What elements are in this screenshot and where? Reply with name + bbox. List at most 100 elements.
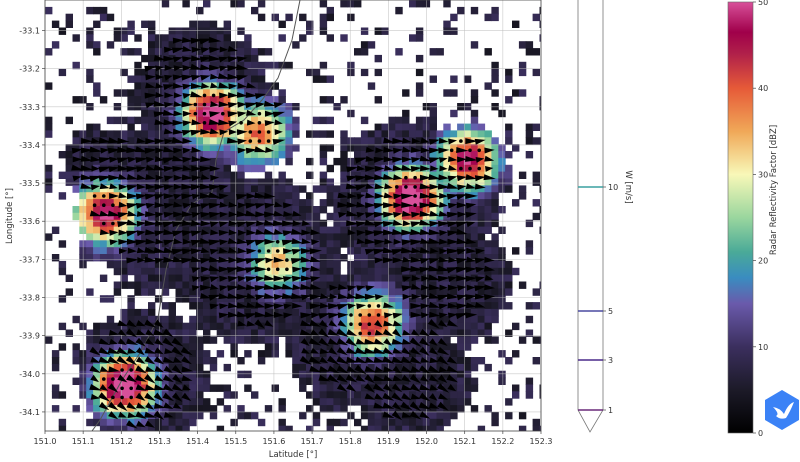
reflectivity-cell [306,425,314,431]
wind-vector [392,320,402,327]
reflectivity-cell [367,151,376,159]
reflectivity-cell [196,343,204,351]
reflectivity-cell [257,247,266,255]
reflectivity-cell [285,322,293,331]
wind-vector [447,221,459,228]
reflectivity-cell [216,384,225,392]
reflectivity-cell [113,27,122,35]
wind-vector [219,92,229,99]
reflectivity-cell [374,233,382,241]
x-tick-label: 151.7 [301,437,324,446]
reflectivity-cell [113,254,122,262]
reflectivity-cell [388,226,396,234]
reflectivity-cell [381,233,389,241]
wind-vector [236,266,249,273]
reflectivity-cell [257,157,266,166]
reflectivity-cell [395,6,403,15]
y-tick-label: -34.1 [19,408,40,417]
wind-vector [190,239,202,246]
wind-vector [217,73,230,79]
reflectivity-cell [429,123,437,131]
reflectivity-cell [230,192,238,200]
wind-vector [236,92,248,98]
reflectivity-cell [333,315,341,324]
wind-vector [310,229,321,236]
reflectivity-cell [374,254,382,262]
reflectivity-cell [285,178,293,186]
reflectivity-cell [244,144,252,152]
wind-vector [437,374,448,383]
reflectivity-cell [491,68,499,77]
wind-vector [245,221,257,228]
reflectivity-cell [374,411,382,420]
reflectivity-cell [326,398,334,406]
wind-vector [228,129,237,135]
reflectivity-cell [223,178,231,186]
reflectivity-cell [450,308,458,317]
reflectivity-cell [470,315,479,324]
reflectivity-cell [374,96,382,104]
reflectivity-cell [168,322,176,331]
reflectivity-cell [106,41,115,49]
reflectivity-cell [367,363,376,372]
reflectivity-cell [237,315,245,324]
reflectivity-cell [271,336,279,344]
reflectivity-cell [326,75,334,83]
wind-vector-calm [202,102,207,107]
reflectivity-cell [86,233,94,241]
reflectivity-cell [134,308,142,317]
wind-vector [439,248,448,255]
wind-vector [208,55,222,62]
wind-vector [237,138,247,145]
reflectivity-cell [154,281,163,289]
reflectivity-cell [175,27,183,35]
reflectivity-cell [113,418,122,427]
reflectivity-cell [306,329,314,337]
reflectivity-cell [415,233,424,241]
reflectivity-cell [306,254,314,262]
wind-vector [209,211,221,218]
reflectivity-cell [244,212,252,221]
wind-vector [182,238,192,245]
reflectivity-cell [86,6,94,15]
reflectivity-cell [120,226,128,234]
reflectivity-cell [182,171,190,179]
wind-vector [255,294,266,301]
reflectivity-cell [93,233,101,241]
reflectivity-cell [237,336,245,344]
reflectivity-cell [539,6,541,15]
reflectivity-cell [443,178,451,186]
reflectivity-cell [154,157,163,166]
wind-vector [273,311,285,318]
reflectivity-cell [312,212,321,221]
wind-vector [145,202,155,209]
reflectivity-cell [347,377,355,385]
reflectivity-cell [161,130,170,138]
wind-vector [181,211,194,218]
reflectivity-cell [340,315,348,324]
reflectivity-cell [415,130,424,138]
reflectivity-cell [457,295,465,303]
reflectivity-cell [429,425,437,431]
reflectivity-cell [388,267,396,276]
reflectivity-cell [264,308,273,317]
reflectivity-cell [141,315,149,324]
reflectivity-cell [429,308,437,317]
reflectivity-cell [58,295,67,303]
wind-vector [209,165,221,172]
reflectivity-cell [388,343,396,351]
reflectivity-cell [196,357,204,365]
reflectivity-cell [264,82,273,90]
reflectivity-cell [72,61,80,70]
reflectivity-cell [374,281,382,289]
reflectivity-cell [203,130,211,138]
wind-vector [127,156,137,163]
reflectivity-cell [196,20,204,28]
wind-vector [383,202,396,209]
reflectivity-cell [127,144,135,152]
wind-vector [153,247,167,253]
reflectivity-cell [203,89,211,97]
wind-vector [136,420,146,428]
reflectivity-cell [230,308,238,317]
reflectivity-cell [237,370,245,379]
